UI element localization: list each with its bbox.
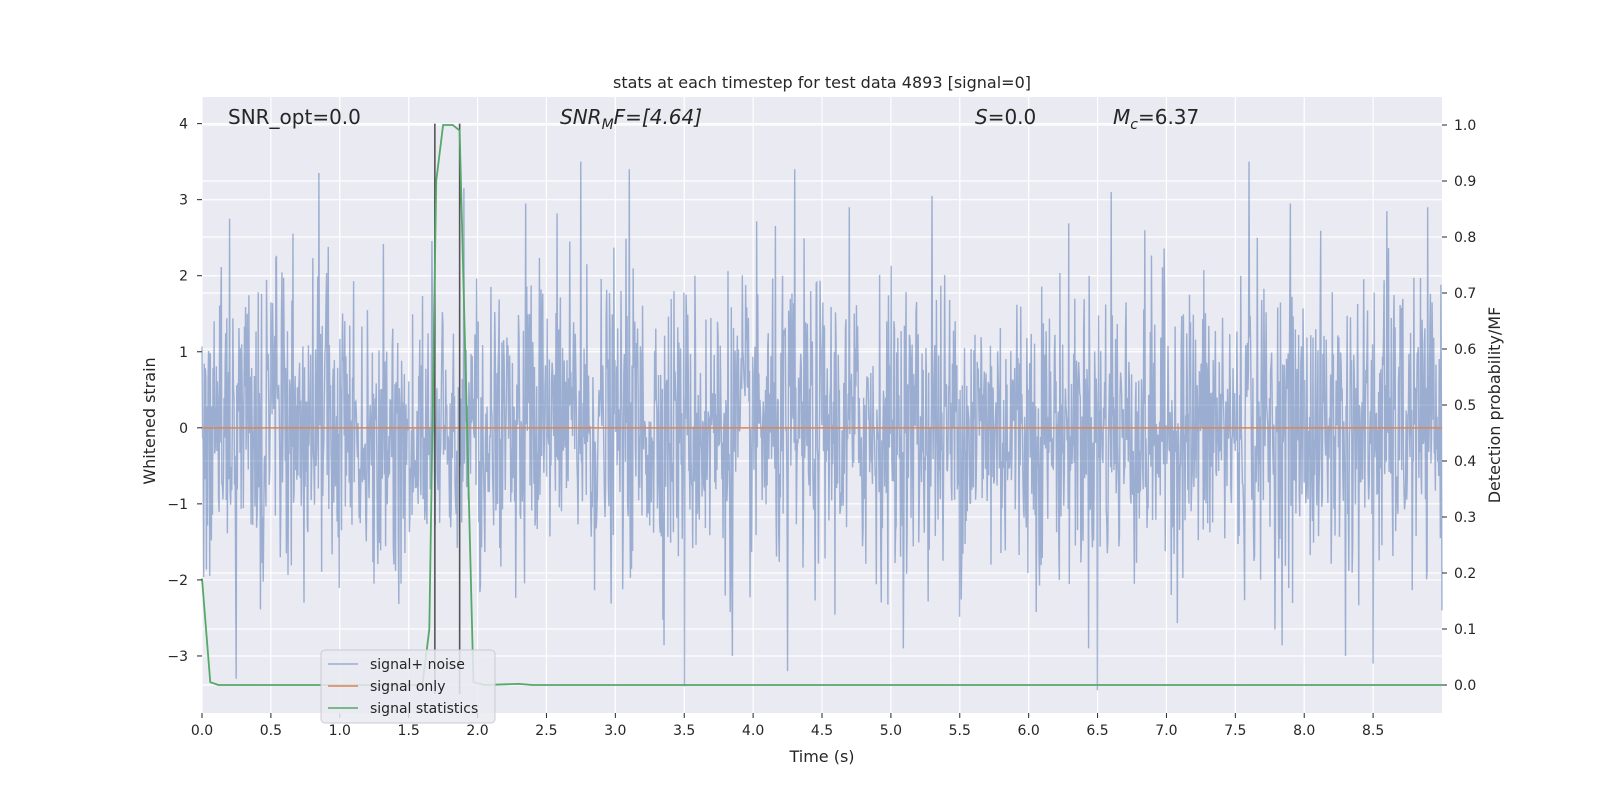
y2-tick-label: 0.8 (1454, 230, 1476, 246)
y2-ticks: 0.0 0.1 0.2 0.3 0.4 0.5 0.6 0.7 0.8 0.9 1.0 (1442, 118, 1476, 694)
y-ticks: −3 −2 −1 0 1 2 3 4 (167, 117, 202, 665)
legend-label-signal-statistics: signal statistics (370, 701, 478, 717)
y2-tick-label: 0.5 (1454, 398, 1476, 414)
y-tick-label: 3 (179, 193, 188, 209)
annotation-mc-rest: =6.37 (1138, 105, 1199, 129)
y-tick-label: −3 (167, 649, 188, 665)
annotation-mc-main: M (1113, 105, 1130, 129)
y2-tick-label: 0.7 (1454, 286, 1476, 302)
y2-tick-label: 0.0 (1454, 678, 1476, 694)
annotation-s-rest: =0.0 (988, 105, 1037, 129)
y2-axis-label: Detection probability/MF (1485, 307, 1504, 504)
x-tick-label: 8.5 (1362, 723, 1384, 739)
y2-tick-label: 0.2 (1454, 566, 1476, 582)
y2-tick-label: 0.6 (1454, 342, 1476, 358)
annotation-mc-sub: c (1130, 117, 1138, 133)
y-tick-label: 1 (179, 345, 188, 361)
x-tick-label: 2.0 (466, 723, 488, 739)
x-tick-label: 5.0 (880, 723, 902, 739)
y2-tick-label: 1.0 (1454, 118, 1476, 134)
x-tick-label: 4.5 (811, 723, 833, 739)
y-tick-label: 2 (179, 269, 188, 285)
series-signal-noise (201, 161, 1443, 691)
x-tick-label: 2.5 (535, 723, 557, 739)
x-ticks: 0.0 0.5 1.0 1.5 2.0 2.5 3.0 3.5 4.0 4.5 5.0 5.5 6.0 6… (191, 713, 1384, 739)
legend-box (320, 649, 496, 724)
line-signal-noise (201, 161, 1443, 691)
y2-tick-label: 0.3 (1454, 510, 1476, 526)
y2-tick-label: 0.9 (1454, 174, 1476, 190)
annotation-s-main: S (975, 105, 988, 129)
x-tick-label: 1.5 (398, 723, 420, 739)
x-tick-label: 4.0 (742, 723, 764, 739)
x-axis-label: Time (s) (788, 747, 854, 766)
y-tick-label: 4 (179, 117, 188, 133)
x-tick-label: 6.0 (1018, 723, 1040, 739)
annotation-snr-mf-main: SNR (560, 105, 602, 129)
x-tick-label: 1.0 (329, 723, 351, 739)
legend-label-signal-only: signal only (370, 679, 445, 695)
y2-tick-label: 0.4 (1454, 454, 1476, 470)
y-tick-label: −2 (167, 573, 188, 589)
series-signal-statistics (201, 124, 1442, 686)
x-tick-label: 0.0 (191, 723, 213, 739)
y-axis-label: Whitened strain (140, 357, 159, 484)
annotation-snr-opt: SNR_opt=0.0 (228, 105, 361, 129)
x-tick-label: 8.0 (1293, 723, 1315, 739)
x-tick-label: 0.5 (260, 723, 282, 739)
annotation-snr-mf-sub: M (602, 117, 614, 133)
annotation-mc: Mc=6.37 (1113, 105, 1199, 133)
annotation-snr-mf: SNRMF=[4.64] (560, 105, 702, 133)
y-tick-label: 0 (179, 421, 188, 437)
line-signal-statistics (201, 124, 1442, 686)
chart-title: stats at each timestep for test data 489… (613, 73, 1031, 92)
annotation-s: S=0.0 (975, 105, 1036, 129)
legend: signal+ noise signal only signal statist… (320, 649, 496, 724)
legend-label-signal-noise: signal+ noise (370, 657, 465, 673)
x-tick-label: 7.0 (1155, 723, 1177, 739)
y-tick-label: −1 (167, 497, 188, 513)
y2-tick-label: 0.1 (1454, 622, 1476, 638)
annotation-snr-mf-rest: F=[4.64] (614, 105, 702, 129)
x-tick-label: 5.5 (949, 723, 971, 739)
x-tick-label: 3.0 (604, 723, 626, 739)
x-tick-label: 7.5 (1224, 723, 1246, 739)
x-tick-label: 3.5 (673, 723, 695, 739)
x-tick-label: 6.5 (1086, 723, 1108, 739)
